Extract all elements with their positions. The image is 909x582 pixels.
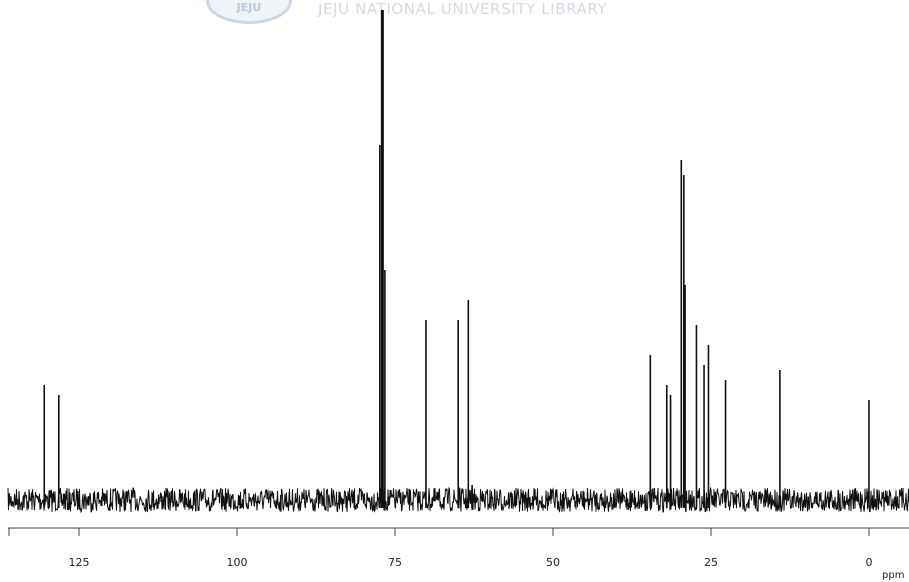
x-axis-ticks xyxy=(8,528,870,536)
watermark-text: JEJU NATIONAL UNIVERSITY LIBRARY xyxy=(318,0,608,18)
x-axis-tick-labels: 125 100 75 50 25 0 xyxy=(69,556,873,569)
x-tick-label-100: 100 xyxy=(227,556,248,569)
library-watermark: JEJU JEJU NATIONAL UNIVERSITY LIBRARY xyxy=(0,0,909,30)
x-tick-label-0: 0 xyxy=(866,556,873,569)
x-tick-label-75: 75 xyxy=(388,556,402,569)
x-axis-unit-label: ppm xyxy=(882,570,904,581)
x-tick-label-25: 25 xyxy=(704,556,718,569)
spectrum-trace xyxy=(7,486,909,514)
x-tick-label-50: 50 xyxy=(546,556,560,569)
x-tick-label-125: 125 xyxy=(69,556,90,569)
seal-text: JEJU xyxy=(236,1,262,14)
spectrum-peaks xyxy=(43,10,870,508)
